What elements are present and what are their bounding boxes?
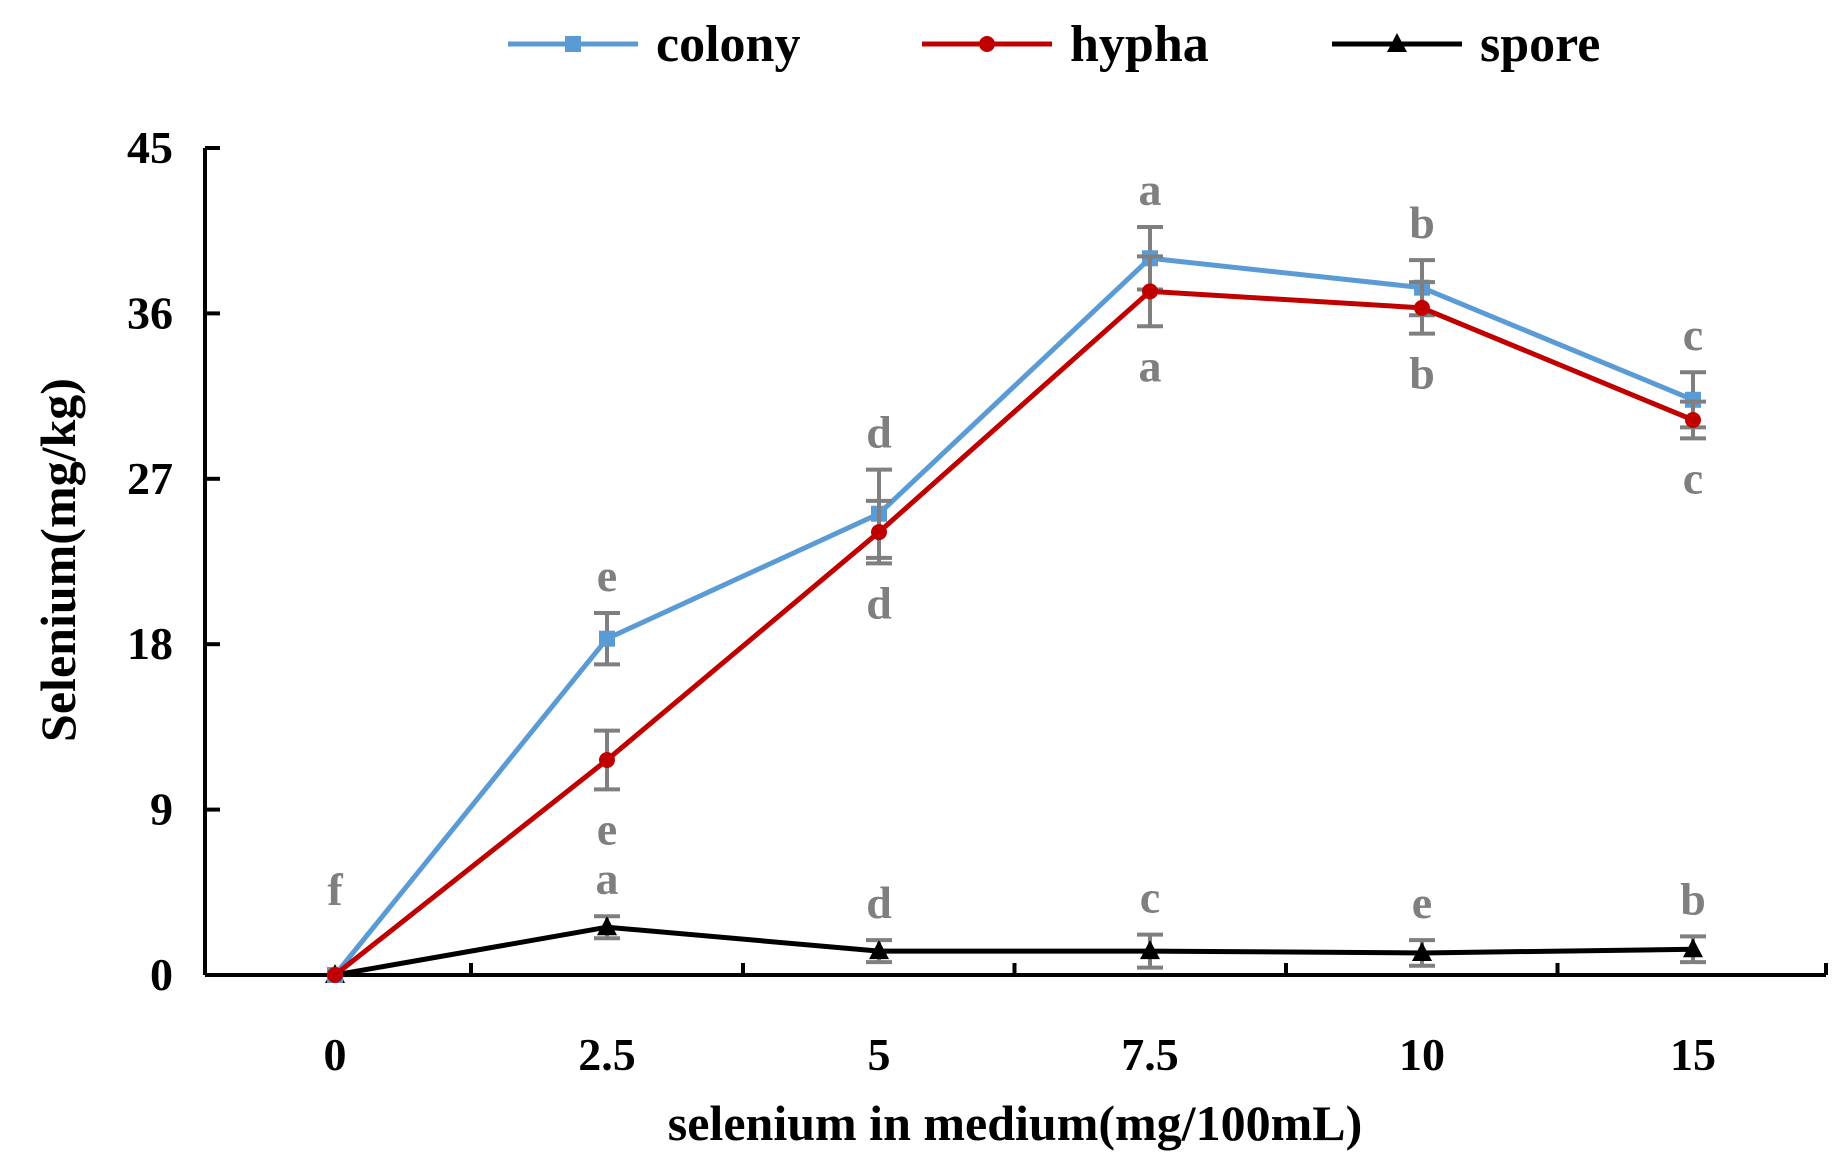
series-line-colony: [333, 255, 1694, 977]
data-point: [597, 916, 617, 936]
significance-label: b: [1409, 197, 1435, 248]
significance-label: b: [1680, 873, 1706, 924]
x-tick-label: 2.5: [578, 1029, 636, 1080]
x-tick-label: 0: [324, 1029, 347, 1080]
legend-label: colony: [656, 16, 800, 73]
significance-label: c: [1683, 309, 1703, 360]
significance-label: d: [866, 577, 892, 628]
significance-label: d: [866, 877, 892, 928]
significance-label: e: [597, 550, 617, 601]
y-axis-title: Selenium(mg/kg): [30, 378, 86, 742]
y-tick-label: 36: [127, 287, 173, 338]
data-point: [1140, 940, 1160, 960]
data-point: [599, 630, 615, 647]
significance-label: e: [1412, 877, 1432, 928]
legend-marker: [979, 36, 995, 52]
data-point: [869, 940, 889, 960]
significance-label: f: [327, 864, 343, 915]
legend-label: hypha: [1070, 16, 1209, 73]
y-tick-label: 18: [127, 618, 173, 669]
y-ticks: 0 9 18 27 36 45: [127, 122, 220, 1000]
data-point: [1414, 299, 1430, 316]
data-point: [1412, 941, 1432, 961]
significance-label: a: [1139, 164, 1162, 215]
legend-marker: [565, 36, 581, 52]
y-tick-label: 9: [150, 784, 173, 835]
data-point: [871, 524, 887, 541]
legend-item-hypha: hypha: [922, 16, 1209, 73]
series-line-spore: [334, 924, 1694, 978]
y-tick-label: 0: [150, 949, 173, 1000]
series-line-hypha: [333, 288, 1694, 977]
x-tick-label: 15: [1670, 1029, 1716, 1080]
axes: 0 9 18 27 36 45 0 2.5 5 7.5 10 15 selenium in medi…: [30, 122, 1828, 1151]
data-point: [599, 751, 615, 768]
y-tick-label: 45: [127, 122, 173, 173]
legend: colony hypha spore: [508, 16, 1600, 73]
plot-area: a d c e b f e d a b c e d a b c: [325, 164, 1706, 983]
significance-label: c: [1140, 872, 1160, 923]
data-point: [1683, 938, 1703, 958]
y-tick-label: 27: [127, 453, 173, 504]
significance-label: b: [1409, 348, 1435, 399]
x-ticks: 0 2.5 5 7.5 10 15: [203, 963, 1828, 1080]
data-point: [1685, 411, 1701, 428]
x-tick-label: 7.5: [1121, 1029, 1179, 1080]
data-point: [1142, 283, 1158, 300]
significance-label: a: [596, 853, 619, 904]
x-axis-title: selenium in medium(mg/100mL): [668, 1095, 1362, 1151]
legend-label: spore: [1480, 16, 1600, 73]
data-point: [327, 967, 343, 983]
significance-label: a: [1139, 340, 1162, 391]
x-tick-label: 5: [868, 1029, 891, 1080]
legend-marker: [1387, 33, 1407, 52]
significance-label: d: [866, 407, 892, 458]
x-tick-label: 10: [1399, 1029, 1445, 1080]
significance-label: e: [597, 803, 617, 854]
series-colony: f e d a b c: [327, 164, 1706, 983]
series-hypha: e d a b c: [327, 254, 1706, 983]
significance-label: c: [1683, 452, 1703, 503]
legend-item-colony: colony: [508, 16, 800, 73]
legend-item-spore: spore: [1332, 16, 1600, 73]
